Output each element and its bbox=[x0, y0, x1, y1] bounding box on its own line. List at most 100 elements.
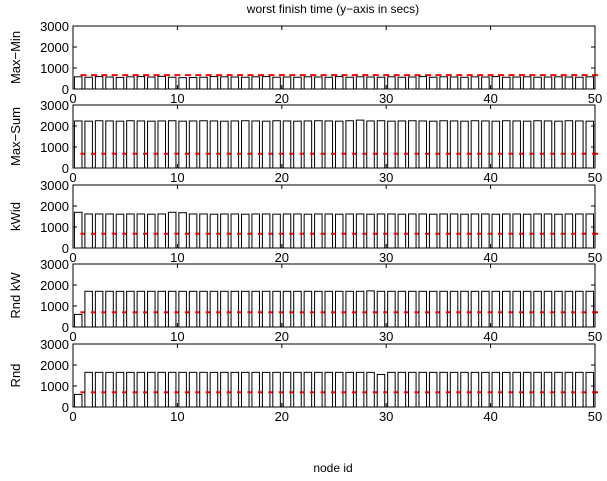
bar bbox=[387, 371, 396, 408]
bar bbox=[261, 290, 271, 328]
y-tick-label: 3000 bbox=[40, 337, 69, 352]
bar bbox=[230, 290, 240, 328]
bar bbox=[575, 76, 584, 90]
bar bbox=[470, 120, 480, 169]
x-tick-label: 30 bbox=[379, 250, 393, 265]
bar bbox=[178, 290, 187, 328]
bar bbox=[575, 120, 584, 169]
bar bbox=[387, 213, 396, 249]
bar bbox=[334, 213, 344, 249]
x-tick-label: 50 bbox=[588, 170, 602, 185]
y-axis-label: Max−Min bbox=[8, 31, 23, 84]
bar bbox=[481, 213, 490, 249]
bar bbox=[449, 76, 459, 90]
bar bbox=[345, 76, 354, 90]
bar bbox=[261, 371, 271, 408]
bar bbox=[303, 290, 313, 328]
bar bbox=[512, 371, 521, 408]
bar bbox=[94, 120, 104, 169]
x-tick-label: 20 bbox=[275, 329, 289, 344]
bar bbox=[585, 290, 595, 328]
bar bbox=[73, 211, 83, 249]
bar bbox=[167, 120, 177, 169]
bar bbox=[428, 290, 438, 328]
bar bbox=[241, 213, 250, 249]
bar bbox=[543, 120, 553, 169]
bar bbox=[533, 76, 542, 90]
bar bbox=[251, 76, 260, 90]
bar bbox=[220, 120, 229, 169]
bar bbox=[272, 371, 281, 408]
bar bbox=[282, 213, 292, 249]
bar bbox=[94, 371, 104, 408]
bar bbox=[408, 290, 417, 328]
bar bbox=[522, 290, 532, 328]
bar bbox=[209, 371, 219, 408]
x-tick-label: 10 bbox=[170, 170, 184, 185]
bar bbox=[543, 213, 553, 249]
y-tick-label: 0 bbox=[62, 320, 69, 335]
x-tick-label: 30 bbox=[379, 409, 393, 424]
bar bbox=[491, 371, 501, 408]
bar bbox=[522, 120, 532, 169]
bar bbox=[324, 371, 334, 408]
bar bbox=[115, 76, 125, 90]
bar bbox=[167, 211, 177, 249]
bar bbox=[397, 120, 407, 169]
bar bbox=[376, 373, 386, 408]
y-tick-label: 1000 bbox=[40, 140, 69, 155]
bar bbox=[147, 371, 156, 408]
bar bbox=[376, 120, 386, 169]
bar bbox=[188, 290, 198, 328]
x-tick-label: 40 bbox=[483, 91, 497, 106]
y-tick-label: 2000 bbox=[40, 40, 69, 55]
y-axis-label: Max−Sum bbox=[8, 107, 23, 166]
bar bbox=[178, 120, 187, 169]
axes-frame bbox=[72, 104, 596, 169]
bar bbox=[261, 120, 271, 169]
x-tick-label: 30 bbox=[379, 170, 393, 185]
bar bbox=[209, 120, 219, 169]
bar bbox=[554, 213, 563, 249]
bar bbox=[105, 290, 114, 328]
bar bbox=[251, 120, 260, 169]
y-tick-label: 0 bbox=[62, 241, 69, 256]
bar bbox=[376, 213, 386, 249]
bar bbox=[220, 76, 229, 90]
bar bbox=[230, 371, 240, 408]
bar bbox=[251, 371, 260, 408]
bar bbox=[355, 213, 365, 249]
bar bbox=[105, 76, 114, 90]
bar bbox=[220, 290, 229, 328]
x-tick-label: 0 bbox=[69, 91, 76, 106]
axes-frame bbox=[72, 263, 596, 328]
bar bbox=[167, 290, 177, 328]
bar bbox=[136, 290, 146, 328]
bar bbox=[84, 120, 93, 169]
bar bbox=[293, 76, 302, 90]
bar bbox=[167, 371, 177, 408]
bar bbox=[84, 371, 93, 408]
bar bbox=[543, 76, 553, 90]
bar bbox=[533, 371, 542, 408]
bar bbox=[564, 371, 574, 408]
bar bbox=[522, 76, 532, 90]
bar bbox=[272, 290, 281, 328]
bar bbox=[136, 76, 146, 90]
bar bbox=[418, 290, 427, 328]
x-tick-label: 20 bbox=[275, 250, 289, 265]
bar bbox=[282, 290, 292, 328]
bar bbox=[84, 290, 93, 328]
y-tick-label: 3000 bbox=[40, 257, 69, 272]
x-tick-label: 30 bbox=[379, 91, 393, 106]
bar bbox=[512, 76, 521, 90]
bar bbox=[554, 120, 563, 169]
bar bbox=[334, 290, 344, 328]
bar bbox=[105, 120, 114, 169]
bar bbox=[241, 371, 250, 408]
bar bbox=[481, 76, 490, 90]
bar bbox=[449, 290, 459, 328]
figure-title: worst finish time (y−axis in secs) bbox=[246, 2, 419, 16]
